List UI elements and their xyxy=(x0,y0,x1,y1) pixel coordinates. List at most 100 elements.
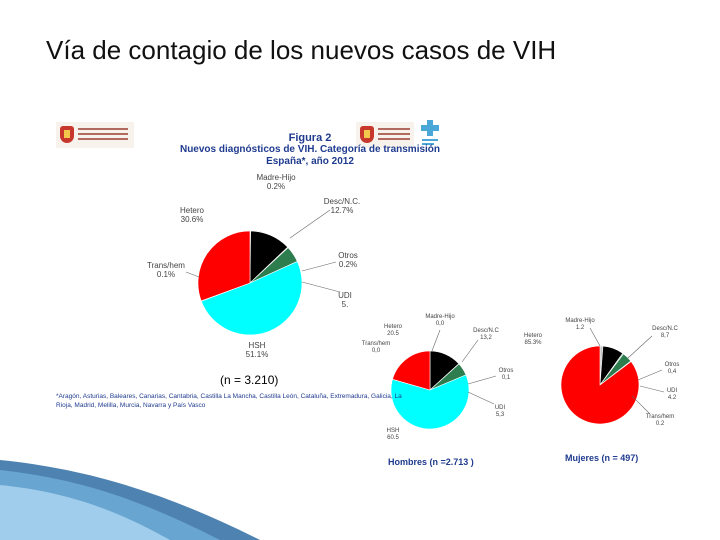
figure-subtitle: Nuevos diagnósticos de VIH. Categoría de… xyxy=(179,144,441,155)
label-desc-nc: Desc/N.C. 12.7% xyxy=(324,197,360,215)
women-slice-hetero xyxy=(560,345,640,425)
label-men-madre-hijo: Madre-Hijo 0,0 xyxy=(425,314,455,327)
pie-labels: Madre-Hijo 0.2%Desc/N.C. 12.7%Hetero 30.6%O… xyxy=(147,173,679,441)
label-women-madre-hijo-line: Madre-Hijo xyxy=(565,318,595,324)
label-women-desc-nc-leader-line xyxy=(627,335,653,359)
label-women-udi-leader-line xyxy=(639,385,665,393)
label-udi-leader-line xyxy=(301,281,341,293)
label-men-madre-hijo-line: 0,0 xyxy=(436,321,445,327)
label-women-trans-hem-line: 0.2 xyxy=(656,421,665,427)
label-hsh-line: HSH xyxy=(249,341,266,350)
figure-heading: Figura 2 Nuevos diagnósticos de VIH. Cat… xyxy=(100,132,520,168)
women-n-label: Mujeres (n = 497) xyxy=(565,453,639,463)
label-women-desc-nc: Desc/N.C 8,7 xyxy=(652,326,678,339)
label-women-desc-nc-line: 8,7 xyxy=(661,333,670,339)
label-men-hetero-line: 20.5 xyxy=(387,331,399,337)
label-hsh-line: 51.1% xyxy=(246,350,269,359)
label-men-madre-hijo-leader-line xyxy=(431,329,441,352)
men-slice-hetero xyxy=(392,350,431,391)
total-slice-hsh xyxy=(200,261,303,336)
label-women-trans-hem-line: Trans/hem xyxy=(646,414,674,420)
label-men-udi: UDI 5,3 xyxy=(495,405,506,418)
label-men-udi-line: 5,3 xyxy=(496,412,505,418)
health-plan-logo xyxy=(418,118,442,148)
label-madre-hijo-line: 0.2% xyxy=(267,182,285,191)
label-hsh: HSH 51.1% xyxy=(246,341,269,359)
label-desc-nc-line: Desc/N.C. xyxy=(324,197,360,206)
label-men-hsh-line: 60.5 xyxy=(387,435,399,441)
label-women-trans-hem-leader-line xyxy=(631,395,651,415)
label-hetero-line: Hetero xyxy=(180,206,205,215)
label-udi: UDI 5. xyxy=(338,291,352,309)
label-men-madre-hijo-line: Madre-Hijo xyxy=(425,314,455,320)
ministry-logo xyxy=(56,122,134,148)
label-otros-line: 0.2% xyxy=(339,260,357,269)
label-women-trans-hem: Trans/hem 0.2 xyxy=(646,414,674,427)
figure-note: *Aragón, Asturias, Baleares, Canarias, C… xyxy=(56,393,402,409)
figure-number: Figura 2 xyxy=(288,132,332,144)
label-men-desc-nc: Desc/N.C 13,2 xyxy=(473,328,499,341)
total-slice-hetero xyxy=(197,230,251,302)
figure-subtitle-year: España*, año 2012 xyxy=(266,156,354,167)
label-men-otros-line: 0,1 xyxy=(502,375,511,381)
label-trans-hem-line: 0.1% xyxy=(157,270,175,279)
label-women-madre-hijo-leader-line xyxy=(589,327,601,347)
ministry-text-lines xyxy=(78,128,128,130)
label-trans-hem-line: Trans/hem xyxy=(147,261,185,270)
label-women-udi-line: 4.2 xyxy=(668,395,677,401)
label-men-desc-nc-line: Desc/N.C xyxy=(473,328,499,334)
ministry-logo-2 xyxy=(356,122,414,148)
label-men-hetero-line: Hetero xyxy=(384,324,403,330)
label-men-trans-hem-line: Trans/hem xyxy=(362,341,390,347)
label-men-trans-hem-line: 0,0 xyxy=(372,348,381,354)
label-women-madre-hijo-line: 1.2 xyxy=(576,325,585,331)
label-women-hetero: Hetero 85.3% xyxy=(524,333,543,346)
label-otros: Otros 0.2% xyxy=(338,251,358,269)
label-women-otros-leader-line xyxy=(637,369,663,381)
label-udi-line: UDI xyxy=(338,291,352,300)
label-women-otros-line: Otros xyxy=(665,362,680,368)
label-otros-leader-line xyxy=(301,261,337,272)
label-women-udi: UDI 4.2 xyxy=(667,388,678,401)
ministry-text-lines xyxy=(378,128,410,130)
coat-of-arms-icon xyxy=(60,126,74,143)
label-men-desc-nc-leader-line xyxy=(461,339,479,363)
label-madre-hijo-line: Madre-Hijo xyxy=(256,173,296,182)
label-men-otros-leader-line xyxy=(467,375,497,385)
label-desc-nc-line: 12.7% xyxy=(331,206,354,215)
label-trans-hem-leader-line xyxy=(185,271,200,278)
decorative-swoosh xyxy=(0,460,260,540)
pie-women xyxy=(560,345,640,425)
slide-title: Vía de contagio de los nuevos casos de V… xyxy=(46,35,557,65)
label-women-udi-line: UDI xyxy=(667,388,678,394)
pie-total xyxy=(197,230,303,336)
label-women-otros: Otros 0,4 xyxy=(665,362,680,375)
label-men-hsh-line: HSH xyxy=(387,428,400,434)
label-udi-line: 5. xyxy=(342,300,349,309)
pie-men xyxy=(390,350,470,430)
total-n-label: (n = 3.210) xyxy=(220,373,279,387)
label-women-madre-hijo: Madre-Hijo 1.2 xyxy=(565,318,595,331)
label-men-otros-line: Otros xyxy=(499,368,514,374)
label-men-udi-leader-line xyxy=(467,391,495,405)
label-men-udi-line: UDI xyxy=(495,405,506,411)
label-women-hetero-line: 85.3% xyxy=(524,340,542,346)
label-men-desc-nc-line: 13,2 xyxy=(480,335,492,341)
label-men-hetero: Hetero 20.5 xyxy=(384,324,403,337)
label-hetero-line: 30.6% xyxy=(181,215,204,224)
label-men-otros: Otros 0,1 xyxy=(499,368,514,381)
men-n-label: Hombres (n =2.713 ) xyxy=(388,457,474,467)
label-desc-nc-leader-line xyxy=(289,209,331,239)
label-women-hetero-line: Hetero xyxy=(524,333,543,339)
label-madre-hijo: Madre-Hijo 0.2% xyxy=(256,173,296,191)
label-otros-line: Otros xyxy=(338,251,358,260)
label-women-otros-line: 0,4 xyxy=(668,369,677,375)
label-trans-hem: Trans/hem 0.1% xyxy=(147,261,185,279)
label-men-trans-hem: Trans/hem 0,0 xyxy=(362,341,390,354)
label-men-hsh: HSH 60.5 xyxy=(387,428,400,441)
coat-of-arms-icon xyxy=(360,126,374,143)
cross-icon xyxy=(421,120,439,145)
label-hetero: Hetero 30.6% xyxy=(180,206,205,224)
label-women-desc-nc-line: Desc/N.C xyxy=(652,326,678,332)
